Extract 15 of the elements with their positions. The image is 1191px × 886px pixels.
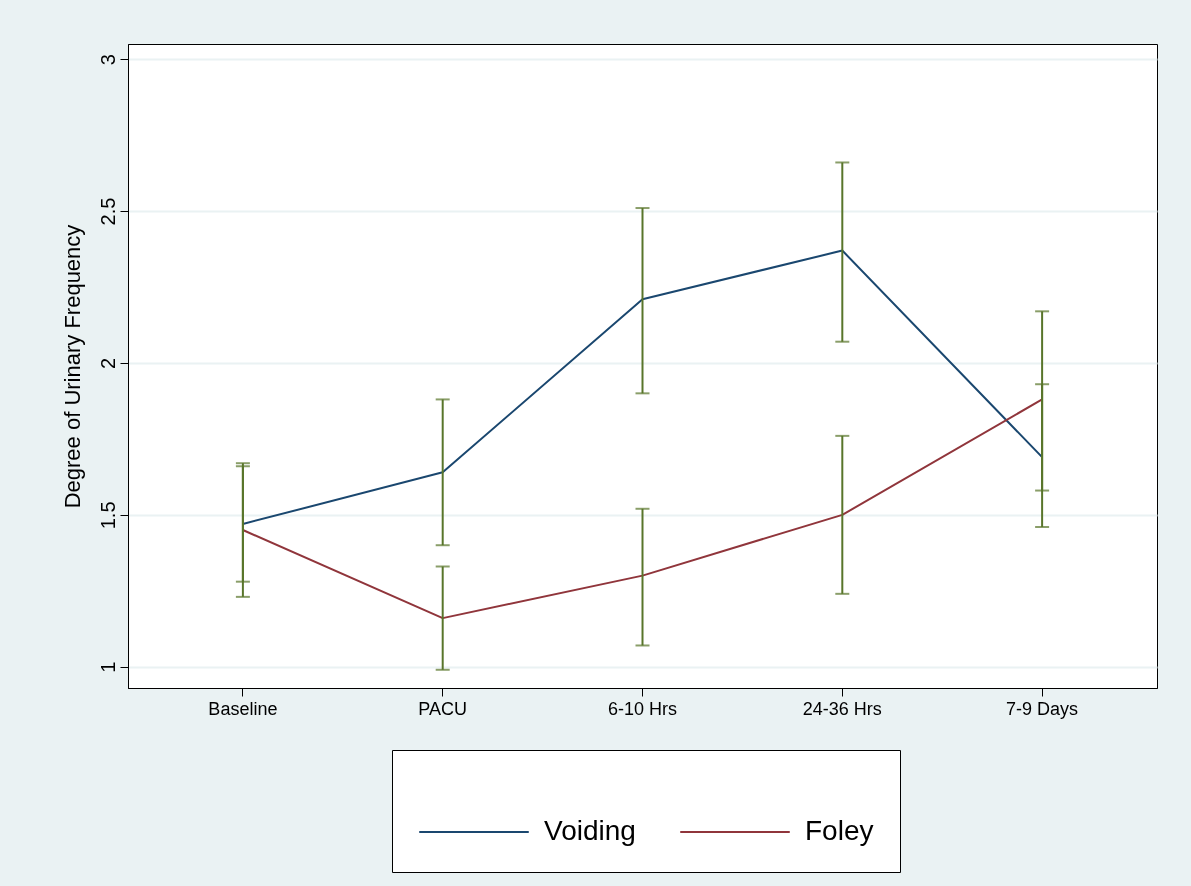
y-tick-label: 2: [96, 357, 119, 370]
legend-label: Voiding: [544, 815, 636, 846]
x-tick-label: PACU: [418, 698, 468, 719]
legend-label: Foley: [805, 815, 874, 846]
x-tick-label: Baseline: [208, 698, 278, 719]
y-tick-label: 1.5: [96, 501, 119, 530]
x-tick-label: 6-10 Hrs: [607, 698, 678, 719]
x-tick-label: 7-9 Days: [1006, 698, 1079, 719]
line-series: [241, 398, 1044, 620]
y-axis-title: Degree of Urinary Frequency: [59, 224, 85, 509]
line-series: [241, 249, 1044, 525]
y-tick-label: 2.5: [96, 197, 119, 226]
y-tick-label: 3: [96, 54, 119, 66]
y-tick-label: 1: [96, 661, 119, 673]
x-tick-label: 24-36 Hrs: [802, 698, 882, 719]
